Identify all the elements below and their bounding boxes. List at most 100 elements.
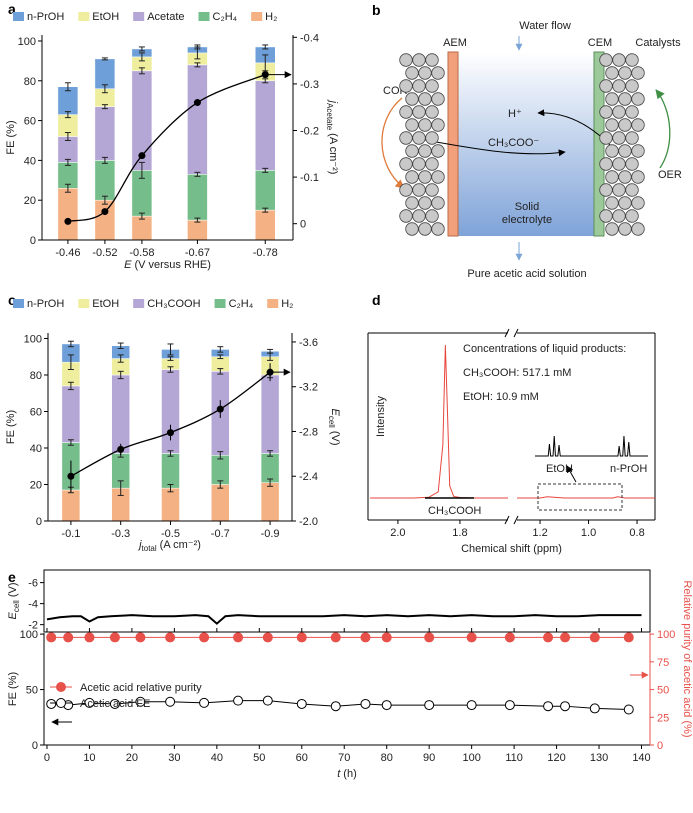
series-point <box>560 632 571 643</box>
error-bar <box>194 44 201 50</box>
series-point <box>543 632 554 643</box>
catalyst-particle <box>599 209 613 223</box>
catalyst-particle <box>631 118 645 132</box>
catalyst-particle <box>425 183 439 197</box>
catalyst-particle <box>412 209 426 223</box>
error-bar <box>167 450 174 457</box>
legend-swatch <box>214 299 226 308</box>
line-point <box>67 472 75 480</box>
error-bar <box>67 354 74 371</box>
error-bar <box>117 370 124 380</box>
catalyst-particle <box>625 183 639 197</box>
error-bar <box>138 67 145 75</box>
catalyst-particle <box>418 170 432 184</box>
y2-tick-label: -3.6 <box>299 337 318 349</box>
label-symbol: E <box>329 408 341 416</box>
legend-marker <box>56 682 66 692</box>
catalyst-particle <box>599 79 613 93</box>
legend-label: n-PrOH <box>27 298 64 310</box>
catalyst-particle <box>612 131 626 145</box>
axis-break <box>504 515 510 525</box>
catalyst-particle <box>412 53 426 67</box>
catalyst-particle <box>631 222 645 236</box>
x-tick-label: 120 <box>547 752 565 764</box>
catalyst-particle <box>625 53 639 67</box>
y-tick-label: -2 <box>28 620 38 632</box>
label-subscript: cell <box>12 600 21 612</box>
x-tick-label: -0.7 <box>211 528 230 540</box>
y2-tick-label: -0.4 <box>300 32 319 44</box>
series-point <box>296 698 307 709</box>
x-tick-label: 60 <box>296 752 308 764</box>
x-tick-label: 140 <box>632 752 650 764</box>
series-point <box>135 632 146 643</box>
label-subscript: total <box>142 544 157 553</box>
error-bar <box>262 78 269 84</box>
legend-label: C₂H₄ <box>229 298 254 310</box>
bar-segment <box>161 487 180 522</box>
bar-segment <box>187 64 208 175</box>
error-bar <box>167 366 174 373</box>
catalyst-particle <box>612 183 626 197</box>
series-point <box>543 701 554 712</box>
error-bar <box>64 132 71 141</box>
error-bar <box>64 82 71 92</box>
series-point <box>233 632 244 643</box>
x-tick-label: -0.78 <box>253 247 278 259</box>
catalyst-particle <box>412 105 426 119</box>
panel-letter: d <box>372 292 381 308</box>
legend-label: H₂ <box>281 298 293 310</box>
legend-swatch <box>133 12 145 21</box>
legend-swatch <box>78 299 90 308</box>
water-flow-label: Water flow <box>519 20 571 32</box>
axis-label: Intensity <box>375 396 387 437</box>
catalyst-particle <box>418 92 432 106</box>
cem-label: CEM <box>588 37 612 49</box>
legend-label: Acetic acid FE <box>80 698 150 710</box>
label-symbol: E <box>7 612 19 620</box>
label-subscript: cell <box>327 416 336 428</box>
catalyst-particle <box>599 53 613 67</box>
bar-segment <box>254 80 276 171</box>
catalyst-particle <box>631 144 645 158</box>
line-point <box>193 99 201 107</box>
legend-marker <box>56 698 66 708</box>
catalysts-label: Catalysts <box>635 37 681 49</box>
y-tick-label: 40 <box>30 443 42 455</box>
diagram: b Water flow AEM CEM Catalysts COR OER H… <box>372 2 682 280</box>
bar-segment <box>254 170 276 211</box>
catalyst-particle <box>605 118 619 132</box>
bar-segment <box>57 188 79 241</box>
error-bar <box>194 171 201 177</box>
line-point <box>138 152 146 160</box>
series-point <box>63 632 74 643</box>
catalyst-particle <box>631 92 645 106</box>
error-bar <box>64 158 71 166</box>
catalyst-particle <box>399 79 413 93</box>
catalyst-particle <box>405 170 419 184</box>
series-point <box>589 632 600 643</box>
label-subscript: Acetate <box>325 103 334 131</box>
line-point <box>216 405 224 413</box>
error-bar <box>67 439 74 446</box>
panel-letter: b <box>372 2 381 18</box>
axis-break <box>513 328 519 338</box>
y-tick-label: 20 <box>30 479 42 491</box>
bar-segment <box>61 385 81 443</box>
series-point <box>46 632 57 643</box>
catalyst-particle <box>431 170 445 184</box>
series-point <box>360 698 371 709</box>
series-point <box>199 632 210 643</box>
y-tick-label: 0 <box>32 740 38 752</box>
catalyst-particle <box>612 157 626 171</box>
bar-segment <box>94 160 116 201</box>
label-unit: (A cm⁻²) <box>160 539 201 551</box>
zoom-box <box>537 483 623 511</box>
y2-tick-label: 50 <box>657 685 669 697</box>
error-bar <box>194 62 201 68</box>
label-symbol: j <box>327 99 339 104</box>
y-tick-label: -6 <box>28 578 38 590</box>
series-point <box>233 695 244 706</box>
label-symbol: E <box>124 259 132 271</box>
catalyst-particle <box>412 157 426 171</box>
